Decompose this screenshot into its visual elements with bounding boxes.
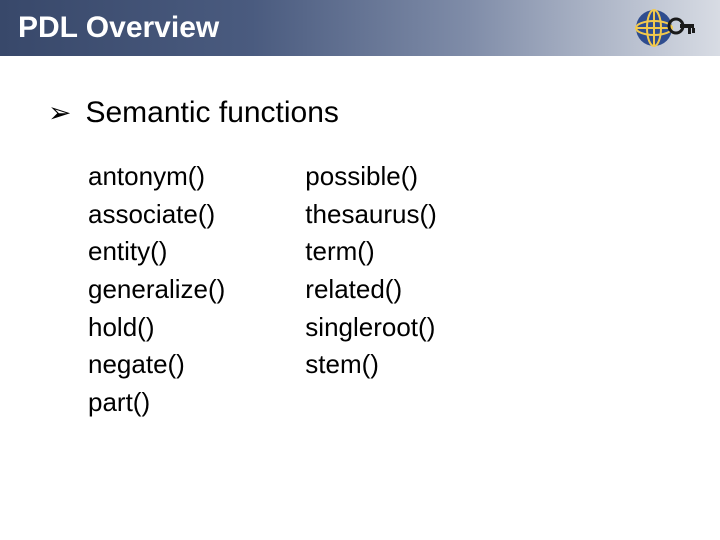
function-columns: antonym() associate() entity() generaliz… (48, 158, 672, 422)
function-item: associate() (88, 196, 225, 234)
function-item: possible() (305, 158, 437, 196)
bullet-item: ➢ Semantic functions (48, 96, 672, 130)
function-item: related() (305, 271, 437, 309)
slide: PDL Overview ➢ Semantic functions antony… (0, 0, 720, 540)
function-item: hold() (88, 309, 225, 347)
function-item: thesaurus() (305, 196, 437, 234)
function-item: antonym() (88, 158, 225, 196)
bullet-marker: ➢ (48, 99, 71, 127)
function-item: generalize() (88, 271, 225, 309)
function-item: negate() (88, 346, 225, 384)
function-item: term() (305, 233, 437, 271)
header-bar: PDL Overview (0, 0, 720, 56)
globe-key-icon (632, 6, 696, 50)
content-area: ➢ Semantic functions antonym() associate… (0, 56, 720, 422)
function-item: part() (88, 384, 225, 422)
slide-title: PDL Overview (18, 11, 219, 45)
function-item: singleroot() (305, 309, 437, 347)
function-item: stem() (305, 346, 437, 384)
function-column-right: possible() thesaurus() term() related() … (305, 158, 437, 422)
bullet-text: Semantic functions (85, 96, 338, 130)
function-column-left: antonym() associate() entity() generaliz… (88, 158, 225, 422)
function-item: entity() (88, 233, 225, 271)
